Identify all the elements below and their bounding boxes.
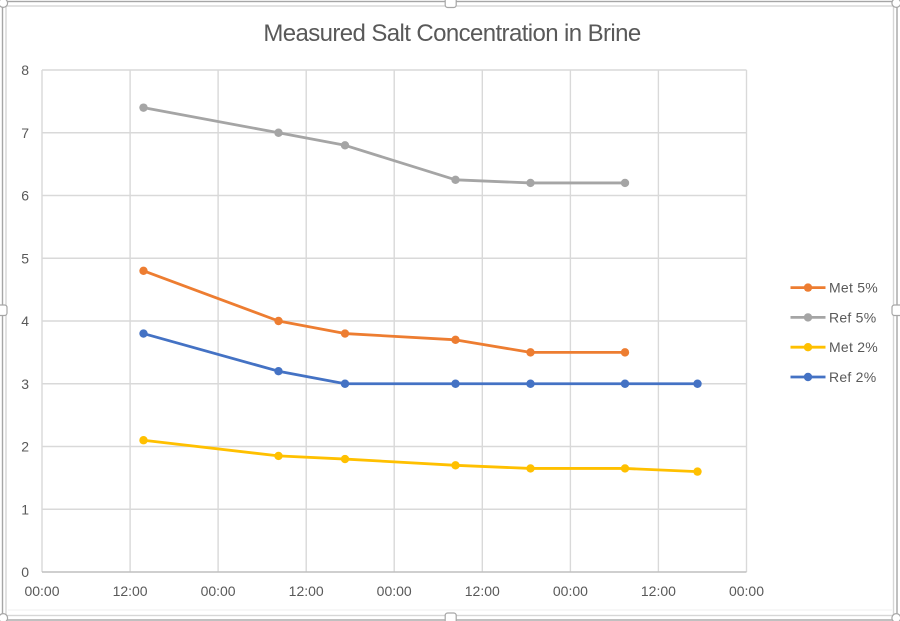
svg-text:5: 5 — [21, 250, 29, 266]
svg-text:00:00: 00:00 — [24, 583, 59, 599]
svg-text:8: 8 — [21, 62, 29, 78]
svg-text:Met 2%: Met 2% — [829, 339, 878, 355]
svg-text:Ref 2%: Ref 2% — [829, 369, 876, 385]
svg-text:6: 6 — [21, 188, 29, 204]
svg-text:00:00: 00:00 — [729, 583, 764, 599]
svg-text:12:00: 12:00 — [641, 583, 676, 599]
svg-text:12:00: 12:00 — [113, 583, 148, 599]
svg-text:Measured Salt Concentration in: Measured Salt Concentration in Brine — [263, 20, 641, 47]
svg-text:00:00: 00:00 — [377, 583, 412, 599]
svg-text:2: 2 — [21, 439, 29, 455]
svg-text:4: 4 — [21, 313, 29, 329]
svg-text:1: 1 — [21, 501, 29, 517]
svg-text:0: 0 — [21, 564, 29, 580]
svg-text:00:00: 00:00 — [553, 583, 588, 599]
svg-text:7: 7 — [21, 125, 29, 141]
svg-text:3: 3 — [21, 376, 29, 392]
svg-text:Met 5%: Met 5% — [829, 280, 878, 296]
svg-text:00:00: 00:00 — [201, 583, 236, 599]
svg-text:Ref 5%: Ref 5% — [829, 309, 876, 325]
svg-text:12:00: 12:00 — [289, 583, 324, 599]
svg-text:12:00: 12:00 — [465, 583, 500, 599]
